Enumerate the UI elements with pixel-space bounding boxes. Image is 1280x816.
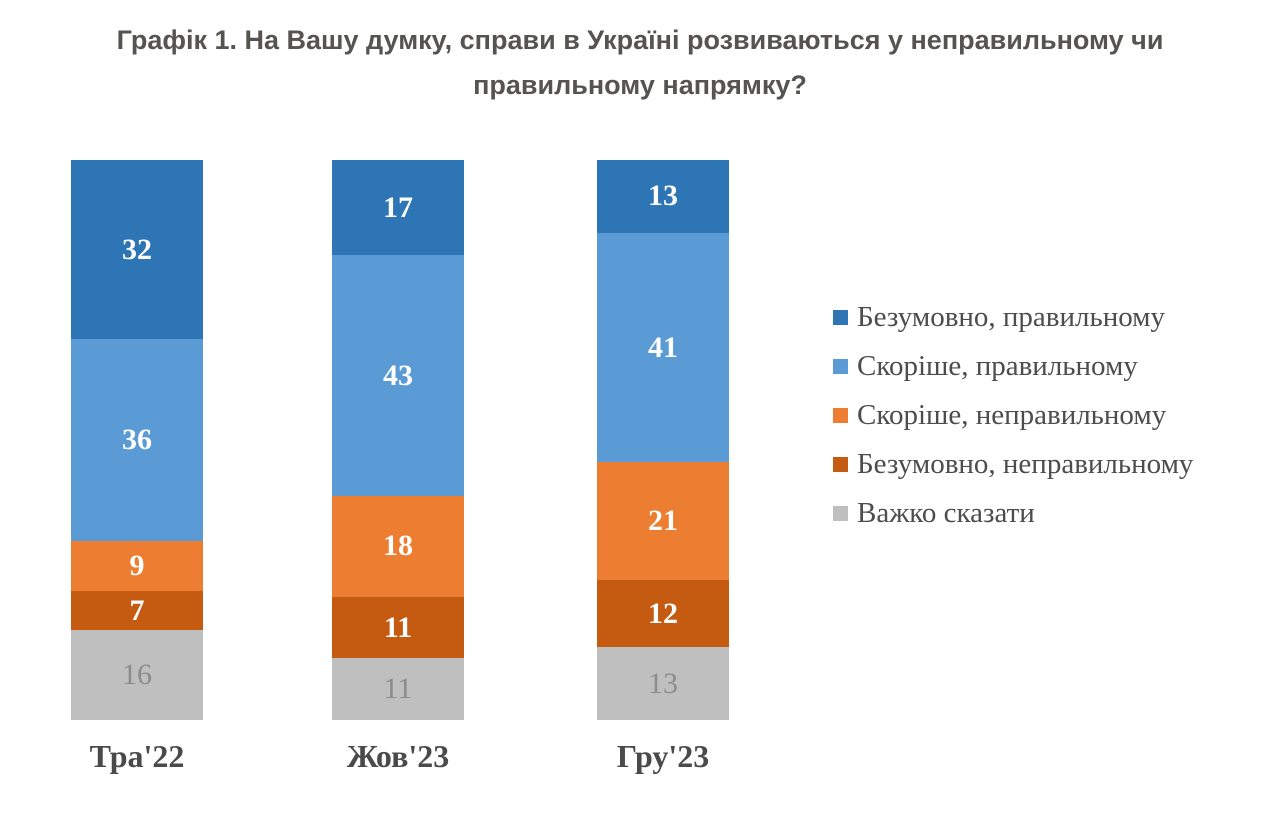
chart-title: Графік 1. На Вашу думку, справи в Україн…: [116, 25, 1164, 100]
segment-value-label: 7: [129, 593, 145, 627]
category-label: Тра'22: [89, 738, 185, 774]
bar-segment: 16: [71, 630, 203, 720]
bar-segment: 21: [597, 462, 729, 580]
bar-segment: 41: [597, 232, 729, 463]
legend-item: Скоріше, неправильному: [833, 391, 1193, 440]
bar-segment: 11: [332, 658, 464, 720]
segment-value-label: 18: [383, 529, 413, 563]
legend-item: Скоріше, правильному: [833, 342, 1193, 391]
bar-segment: 43: [332, 255, 464, 496]
legend-swatch-icon: [833, 359, 848, 374]
legend-item: Важко сказати: [833, 489, 1193, 538]
bar-segment: 18: [332, 495, 464, 597]
segment-value-label: 13: [648, 179, 678, 213]
legend-item-label: Безумовно, правильному: [857, 301, 1166, 333]
legend-swatch-icon: [833, 506, 848, 521]
legend-item-label: Скоріше, неправильному: [857, 399, 1167, 431]
segment-value-label: 12: [648, 596, 678, 630]
legend-swatch-icon: [833, 457, 848, 472]
legend: Безумовно, правильному Скоріше, правильно…: [833, 293, 1193, 538]
bar-segment: 11: [332, 596, 464, 659]
legend-item-label: Скоріше, правильному: [857, 350, 1138, 382]
legend-item: Безумовно, правильному: [833, 293, 1193, 342]
segment-value-label: 43: [383, 358, 413, 392]
bar-segment: 32: [71, 160, 203, 340]
bar-segment: 17: [332, 160, 464, 256]
segment-value-label: 36: [122, 422, 152, 456]
segment-value-label: 11: [383, 610, 413, 644]
legend-swatch-icon: [833, 408, 848, 423]
bar-column: 32 36 9 7 16: [71, 160, 203, 720]
bar-segment: 13: [597, 160, 729, 233]
segment-value-label: 17: [383, 190, 413, 224]
segment-value-label: 13: [648, 666, 678, 700]
segment-value-label: 11: [383, 672, 413, 706]
bar-segment: 36: [71, 339, 203, 541]
bar-column: 17 43 18 11 11: [332, 160, 464, 720]
legend-item: Безумовно, неправильному: [833, 440, 1193, 489]
bar-segment: 7: [71, 591, 203, 631]
segment-value-label: 9: [129, 548, 145, 582]
segment-value-label: 16: [122, 658, 152, 692]
segment-value-label: 21: [648, 504, 678, 538]
bar-segment: 12: [597, 579, 729, 648]
legend-swatch-icon: [833, 310, 848, 325]
legend-item-label: Безумовно, неправильному: [857, 448, 1194, 480]
segment-value-label: 32: [122, 232, 152, 266]
bar-segment: 9: [71, 540, 203, 592]
bar-column: 13 41 21 12 13: [597, 160, 729, 720]
category-label: Жов'23: [346, 738, 450, 774]
segment-value-label: 41: [648, 330, 678, 364]
category-label: Гру'23: [616, 738, 710, 774]
legend-item-label: Важко сказати: [857, 497, 1035, 529]
bar-segment: 13: [597, 647, 729, 720]
